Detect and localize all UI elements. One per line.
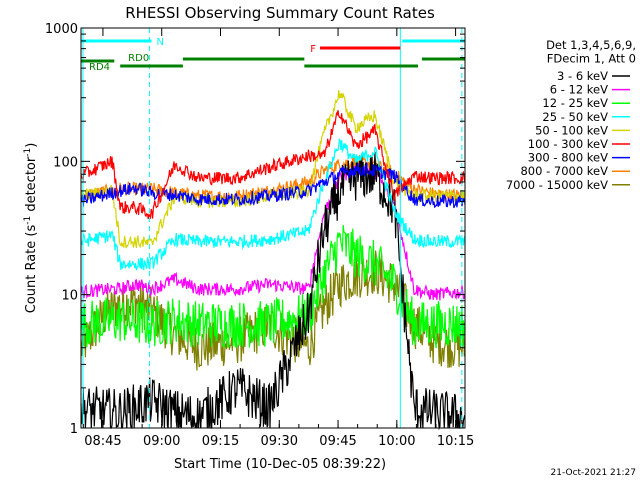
series-layer	[80, 90, 466, 431]
y-tick-label: 100	[53, 155, 78, 170]
y-axis-label-sup: -1	[23, 216, 33, 225]
generated-date: 21-Oct-2021 21:27	[551, 468, 636, 478]
state-label-f: F	[310, 44, 316, 55]
legend-label: 300 - 800 keV	[528, 151, 608, 165]
legend: Det 1,3,4,5,6,9,FDecim 1, Att 0 3 - 6 keV…	[506, 38, 636, 192]
state-label-n: N	[157, 37, 164, 48]
x-tick-label: 09:15	[202, 434, 239, 449]
series-line-3-6-kev	[80, 151, 466, 431]
state-label-rd4: RD4	[89, 62, 110, 73]
y-axis-label-part: detector	[24, 156, 39, 216]
state-label-rd0: RD0	[128, 53, 149, 64]
legend-header-line: Det 1,3,4,5,6,9,	[546, 38, 636, 52]
x-tick-label: 09:45	[319, 434, 356, 449]
y-tick-label: 10	[61, 289, 78, 304]
legend-label: 50 - 100 keV	[535, 123, 608, 137]
x-tick-label: 10:15	[437, 434, 474, 449]
y-axis-label-sup: -1	[23, 148, 33, 157]
legend-header-line: FDecim 1, Att 0	[547, 52, 636, 66]
legend-label: 6 - 12 keV	[550, 83, 608, 97]
chart-title: RHESSI Observing Summary Count Rates	[125, 4, 435, 22]
series-line-6-12-kev	[80, 162, 466, 301]
plot-frame	[80, 27, 466, 429]
legend-label: 3 - 6 keV	[557, 69, 608, 83]
legend-label: 800 - 7000 keV	[520, 164, 608, 178]
x-tick-label: 09:00	[143, 434, 180, 449]
y-axis-label-part: Count Rate (s	[24, 225, 39, 314]
x-axis-label: Start Time (10-Dec-05 08:39:22)	[174, 457, 386, 472]
x-tick-label: 09:30	[261, 434, 298, 449]
y-axis-label: Count Rate (s-1 detector-1)	[23, 143, 39, 314]
axes-layer: 08:45 09:00 09:15 09:30 09:45 10:00 10:15 1 10 10…	[45, 22, 474, 449]
series-line-300-800-kev	[80, 161, 466, 209]
x-tick-label: 08:45	[84, 434, 121, 449]
legend-label: 100 - 300 keV	[528, 137, 608, 151]
series-line-25-50-kev	[80, 138, 466, 271]
x-tick-label: 10:00	[378, 434, 415, 449]
legend-label: 25 - 50 keV	[542, 110, 608, 124]
series-line-12-25-kev	[80, 224, 466, 349]
legend-label: 7000 - 15000 keV	[506, 178, 608, 192]
y-tick-label: 1000	[45, 22, 78, 37]
legend-label: 12 - 25 keV	[542, 96, 608, 110]
series-line-100-300-kev	[80, 110, 466, 220]
y-axis-label-part: )	[24, 143, 39, 148]
overlay-layer: N F RD0 RD4	[81, 28, 465, 428]
y-tick-label: 1	[70, 422, 78, 437]
